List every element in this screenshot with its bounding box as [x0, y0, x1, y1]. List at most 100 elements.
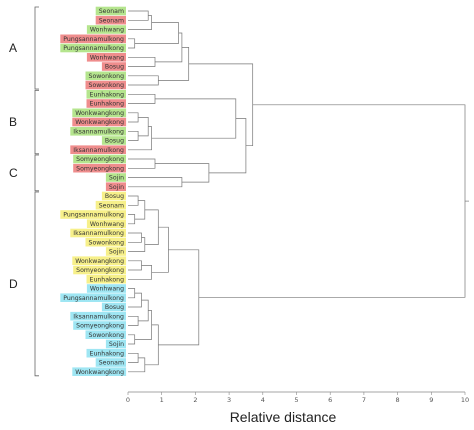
leaf-label: Wonhwang: [86, 284, 126, 293]
leaf-highlight: [60, 293, 126, 302]
leaf-label: Seonam: [95, 6, 126, 16]
leaf-label: Somyeongkong: [73, 154, 126, 164]
leaf-label-text: Sowonkong: [89, 239, 125, 246]
leaf-label: Bosug: [101, 62, 126, 71]
x-tick-label: 8: [396, 396, 400, 404]
leaf-label: Wonhwang: [86, 25, 126, 34]
leaf-label-text: Sojin: [109, 184, 124, 191]
leaf-label-text: Wonhwang: [90, 27, 124, 34]
leaf-label-text: Somyeongkong: [76, 267, 124, 274]
leaf-highlight: [60, 43, 126, 53]
leaf-label-text: Sowonkong: [89, 82, 125, 89]
leaf-label: Iksannamulkong: [70, 145, 126, 154]
leaf-highlight: [86, 99, 126, 108]
dendrogram-link: [128, 195, 139, 206]
leaf-highlight: [73, 154, 126, 164]
leaf-highlight: [86, 284, 126, 293]
leaf-highlight: [72, 108, 127, 118]
leaf-label-text: Iksannamulkong: [73, 128, 124, 135]
leaf-label-text: Pungsannamulkong: [63, 212, 124, 219]
x-tick-label: 1: [160, 396, 164, 404]
leaf-label-text: Sowonkong: [89, 73, 125, 80]
leaf-highlight: [70, 228, 126, 238]
leaf-label-text: Somyeongkong: [76, 165, 124, 172]
group-label: C: [9, 166, 18, 180]
leaf-highlight: [85, 71, 126, 81]
leaf-label-text: Bosug: [105, 304, 124, 311]
leaf-label-text: Wonkwangkong: [75, 369, 124, 376]
leaf-highlight: [70, 145, 126, 154]
dendrogram-link: [144, 209, 159, 245]
leaf-label: Iksannamulkong: [70, 311, 126, 321]
dendrogram-link: [128, 214, 136, 225]
dendrogram-link: [138, 299, 149, 322]
leaf-label: Sojin: [105, 173, 126, 182]
x-tick-label: 2: [193, 396, 197, 404]
leaf-label-text: Sojin: [109, 341, 124, 348]
leaf-highlight: [101, 302, 126, 312]
leaf-label: Pungsannamulkong: [60, 43, 126, 53]
leaf-highlight: [101, 191, 126, 201]
leaf-label: Wonhwang: [86, 219, 126, 228]
leaf-label-text: Bosug: [105, 193, 124, 200]
leaf-label-text: Iksannamulkong: [73, 313, 124, 320]
leaf-label: Pungsannamulkong: [60, 293, 126, 302]
leaf-label-text: Wonhwang: [90, 55, 124, 62]
dendrogram-link: [128, 334, 136, 345]
leaf-label-text: Wonkwangkong: [75, 119, 124, 126]
dendrogram-link: [134, 200, 146, 220]
leaf-label: Eunhakong: [86, 348, 126, 358]
leaf-label: Bosug: [101, 302, 126, 312]
leaf-label-text: Seonam: [99, 202, 124, 209]
leaf-label-text: Bosug: [105, 64, 124, 71]
leaf-label: Bosug: [101, 191, 126, 201]
leaf-label: Sojin: [105, 339, 126, 349]
leaf-label: Iksannamulkong: [70, 127, 126, 136]
leaf-highlight: [60, 210, 126, 219]
dendrogram-link: [128, 93, 156, 104]
leaf-label-text: Sowonkong: [89, 332, 125, 339]
leaf-label-text: Iksannamulkong: [73, 147, 124, 154]
dendrogram-link: [128, 56, 156, 67]
dendrogram-link: [151, 226, 169, 273]
x-tick-label: 0: [126, 396, 130, 404]
group-bracket: [34, 6, 39, 90]
leaf-highlight: [73, 321, 126, 330]
dendrogram-branches: [128, 10, 469, 373]
leaf-highlight: [86, 348, 126, 358]
leaf-label: Seonam: [95, 358, 126, 367]
x-tick-label: 4: [261, 396, 265, 404]
leaf-highlight: [85, 330, 126, 339]
dendrogram-link: [128, 260, 142, 271]
leaf-label: Sowonkong: [85, 80, 126, 90]
leaf-label-text: Seonam: [99, 360, 124, 367]
leaf-label: Somyeongkong: [73, 163, 126, 173]
leaf-highlight: [105, 339, 126, 349]
leaf-label-text: Pungsannamulkong: [63, 36, 124, 43]
leaf-label-text: Wonkwangkong: [75, 258, 124, 265]
leaf-label-text: Pungsannamulkong: [63, 45, 124, 52]
leaf-highlight: [101, 62, 126, 71]
leaf-label-text: Wonkwangkong: [75, 110, 124, 117]
leaf-label-text: Eunhakong: [90, 350, 125, 357]
group-bracket: [34, 154, 39, 192]
leaf-label: Pungsannamulkong: [60, 210, 126, 219]
leaf-label-text: Somyeongkong: [76, 323, 124, 330]
leaf-label-text: Eunhakong: [90, 92, 125, 99]
dendrogram-link: [128, 130, 139, 141]
leaf-highlight: [60, 34, 126, 44]
dendrogram-link: [128, 112, 139, 123]
dendrogram-link: [128, 352, 139, 363]
leaf-highlight: [72, 117, 127, 127]
group-brackets: [34, 6, 39, 377]
leaf-label: Somyeongkong: [73, 265, 126, 275]
dendrogram-link: [128, 357, 146, 373]
dendrogram-link: [128, 10, 149, 21]
x-tick-label: 6: [328, 396, 332, 404]
leaf-label-text: Sojin: [109, 175, 124, 182]
leaf-label-text: Eunhakong: [90, 101, 125, 108]
leaf-highlight: [86, 25, 126, 34]
dendrogram-link: [128, 315, 139, 326]
leaf-label: Wonkwangkong: [72, 367, 127, 376]
